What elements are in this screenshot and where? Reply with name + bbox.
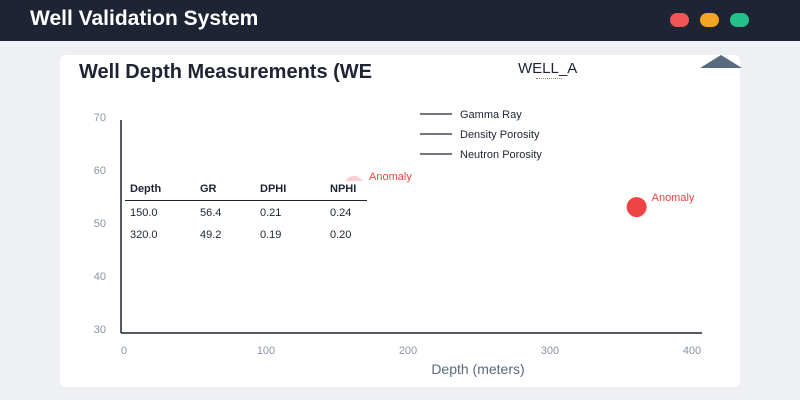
y-tick-label: 40 <box>94 271 106 283</box>
app-title: Well Validation System <box>30 7 259 30</box>
legend: Gamma Ray Density Porosity Neutron Porosit… <box>420 109 542 161</box>
anomaly-markers: Anomaly Anomaly <box>344 171 695 218</box>
table-cell: 49.2 <box>200 229 222 241</box>
anomaly-point <box>626 197 647 218</box>
table-header-gr: GR <box>195 181 255 201</box>
table-cell: 0.20 <box>330 229 352 241</box>
maximize-window-button[interactable] <box>730 13 749 27</box>
legend-label: Density Porosity <box>460 129 540 141</box>
well-selector-caret <box>536 77 562 79</box>
well-selector[interactable]: WELL_A <box>518 60 614 79</box>
table-header-row: Depth GR DPHI NPHI <box>125 181 367 201</box>
table-header-nphi: NPHI <box>325 181 367 201</box>
measurement-table: Depth GR DPHI NPHI 150.0 56.4 0.21 0.24 … <box>125 181 367 245</box>
x-tick-label: 200 <box>399 345 417 357</box>
table-cell: 0.21 <box>260 207 282 219</box>
x-axis-label: Depth (meters) <box>431 361 524 377</box>
x-tick-label: 400 <box>683 345 701 357</box>
table-cell: 0.19 <box>260 229 282 241</box>
close-window-button[interactable] <box>670 13 689 27</box>
legend-label: Gamma Ray <box>460 109 522 121</box>
legend-label: Neutron Porosity <box>460 149 542 161</box>
x-tick-label: 100 <box>257 345 275 357</box>
table-cell: 56.4 <box>200 207 222 219</box>
table-cell: 0.24 <box>330 207 352 219</box>
x-axis-ticks: 0 100 200 300 400 <box>121 345 701 357</box>
table-header-depth: Depth <box>125 181 195 201</box>
anomaly-label: Anomaly <box>369 171 412 183</box>
x-tick-label: 0 <box>121 345 127 357</box>
table-cell: 150.0 <box>130 207 158 219</box>
y-tick-label: 30 <box>94 324 106 336</box>
anomaly-label: Anomaly <box>652 192 695 204</box>
table-header-dphi: DPHI <box>255 181 325 201</box>
table-row: 320.0 49.2 0.19 0.20 <box>125 223 367 245</box>
chart-title: Well Depth Measurements (WE <box>79 61 373 83</box>
x-tick-label: 300 <box>541 345 559 357</box>
y-tick-label: 60 <box>94 165 106 177</box>
minimize-window-button[interactable] <box>700 13 719 27</box>
triangle-up-icon[interactable] <box>700 55 742 68</box>
well-selector-value: WELL_A <box>518 60 578 77</box>
y-axis-ticks: 70 60 50 40 30 <box>94 112 106 336</box>
y-tick-label: 50 <box>94 218 106 230</box>
y-tick-label: 70 <box>94 112 106 124</box>
table-cell: 320.0 <box>130 229 158 241</box>
title-bar: Well Validation System <box>0 0 800 41</box>
table-row: 150.0 56.4 0.21 0.24 <box>125 201 367 224</box>
